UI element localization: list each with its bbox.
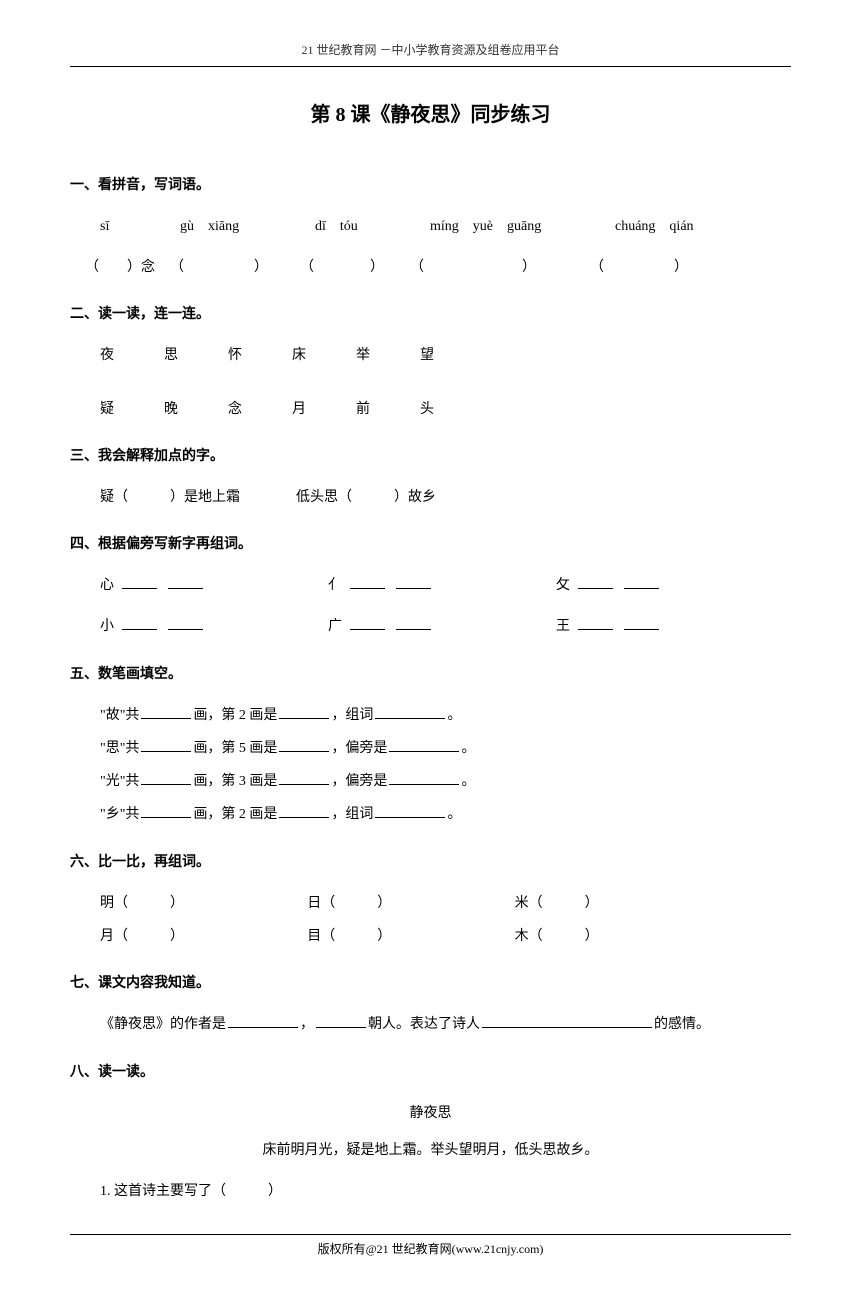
pinyin-item: sī (100, 214, 170, 239)
radical-item: 攵 (556, 573, 784, 598)
pinyin-item: chuáng qián (615, 214, 694, 239)
pinyin-row: sī gù xiāng dī tóu míng yuè guāng chuáng… (70, 214, 791, 239)
compare-item: 日（ ） (307, 891, 514, 916)
radical-item: 广 (328, 614, 556, 639)
stroke-line: "故"共画，第 2 画是，组词。 (70, 703, 791, 728)
section-7-line: 《静夜思》的作者是，朝人。表达了诗人的感情。 (70, 1012, 791, 1037)
section-5-heading: 五、数笔画填空。 (70, 662, 791, 687)
page-header: 21 世纪教育网 －中小学教育资源及组卷应用平台 (70, 40, 791, 62)
radical-item: 心 (100, 573, 328, 598)
pinyin-item: gù xiāng (180, 214, 305, 239)
section-3-line: 疑（ ）是地上霜 低头思（ ）故乡 (70, 485, 791, 510)
pinyin-item: míng yuè guāng (430, 214, 605, 239)
section-2-heading: 二、读一读，连一连。 (70, 302, 791, 327)
document-title: 第 8 课《静夜思》同步练习 (70, 97, 791, 133)
answer-blank: （ ） (300, 255, 410, 280)
radical-row-2: 小 广 王 (70, 614, 791, 639)
poem-line: 床前明月光，疑是地上霜。举头望明月，低头思故乡。 (70, 1138, 791, 1163)
answer-row: （ ）念 （ ） （ ） （ ） （ ） (70, 255, 791, 280)
compare-item: 明（ ） (100, 891, 307, 916)
page-footer: 版权所有@21 世纪教育网(www.21cnjy.com) (70, 1234, 791, 1261)
section-4-heading: 四、根据偏旁写新字再组词。 (70, 532, 791, 557)
radical-item: 亻 (328, 573, 556, 598)
compare-item: 米（ ） (515, 891, 722, 916)
section-7-heading: 七、课文内容我知道。 (70, 971, 791, 996)
section-6-heading: 六、比一比，再组词。 (70, 850, 791, 875)
poem-title: 静夜思 (70, 1101, 791, 1126)
radical-item: 小 (100, 614, 328, 639)
stroke-line: "光"共画，第 3 画是，偏旁是。 (70, 769, 791, 794)
stroke-line: "思"共画，第 5 画是，偏旁是。 (70, 736, 791, 761)
compare-item: 目（ ） (307, 924, 514, 949)
answer-blank: （ ）念 (85, 255, 170, 280)
section-1-heading: 一、看拼音，写词语。 (70, 173, 791, 198)
section-3-heading: 三、我会解释加点的字。 (70, 444, 791, 469)
answer-blank: （ ） (170, 255, 300, 280)
char-row-1: 夜 思 怀 床 举 望 (70, 343, 791, 368)
header-divider (70, 66, 791, 67)
answer-blank: （ ） (410, 255, 590, 280)
compare-item: 月（ ） (100, 924, 307, 949)
compare-row-2: 月（ ） 目（ ） 木（ ） (70, 924, 791, 949)
section-8-heading: 八、读一读。 (70, 1060, 791, 1085)
compare-row-1: 明（ ） 日（ ） 米（ ） (70, 891, 791, 916)
compare-item: 木（ ） (515, 924, 722, 949)
stroke-line: "乡"共画，第 2 画是，组词。 (70, 802, 791, 827)
answer-blank: （ ） (590, 255, 688, 280)
radical-row-1: 心 亻 攵 (70, 573, 791, 598)
char-row-2: 疑 晚 念 月 前 头 (70, 397, 791, 422)
pinyin-item: dī tóu (315, 214, 420, 239)
radical-item: 王 (556, 614, 784, 639)
